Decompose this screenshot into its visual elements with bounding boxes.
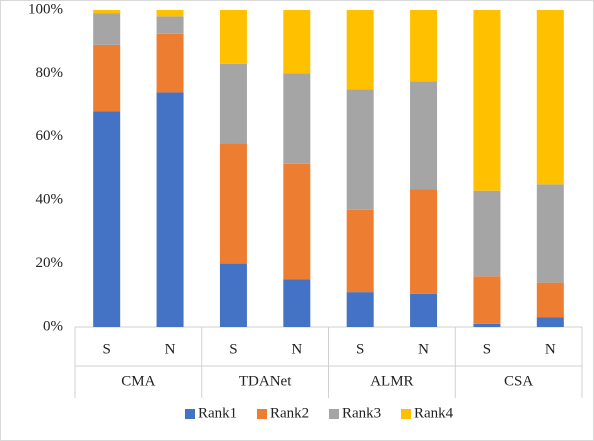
x-tick-label: N xyxy=(418,341,429,357)
bar-segment xyxy=(473,276,501,324)
bar-segment xyxy=(536,282,564,318)
bar-segment xyxy=(473,323,501,327)
bar-segment xyxy=(93,13,121,45)
bar-segment xyxy=(473,190,501,277)
legend-swatch xyxy=(185,409,195,419)
legend-swatch xyxy=(401,409,411,419)
bar-segment xyxy=(536,317,564,327)
bar-segment xyxy=(219,263,247,327)
group-label: CSA xyxy=(504,373,533,389)
legend-label: Rank2 xyxy=(270,405,309,421)
bar-segment xyxy=(93,10,121,14)
x-tick-label: S xyxy=(103,341,111,357)
bar-segment xyxy=(93,111,121,327)
y-tick-label: 60% xyxy=(36,128,64,144)
bar-segment xyxy=(219,10,247,64)
bar-segment xyxy=(156,92,184,327)
x-tick-label: S xyxy=(229,341,237,357)
y-tick-label: 100% xyxy=(28,1,63,17)
bar-segment xyxy=(156,10,184,17)
bar-segment xyxy=(346,89,374,210)
legend-label: Rank1 xyxy=(198,405,237,421)
bar-segment xyxy=(283,73,311,164)
bar-segment xyxy=(410,293,438,327)
bar-segment xyxy=(346,10,374,90)
bar-segment xyxy=(410,10,438,82)
bar-segment xyxy=(536,10,564,185)
bar-segment xyxy=(283,279,311,327)
bar-segment xyxy=(346,209,374,293)
bar-segment xyxy=(156,33,184,93)
bar-segment xyxy=(410,81,438,190)
bar-segment xyxy=(536,184,564,283)
legend-label: Rank3 xyxy=(342,405,381,421)
group-label: ALMR xyxy=(370,373,413,389)
y-tick-label: 0% xyxy=(43,318,63,334)
group-label: TDANet xyxy=(239,373,292,389)
bar-segment xyxy=(410,189,438,294)
y-tick-label: 80% xyxy=(36,65,64,81)
x-tick-label: S xyxy=(356,341,364,357)
x-tick-label: S xyxy=(483,341,491,357)
bar-segment xyxy=(219,63,247,144)
bar-segment xyxy=(219,143,247,264)
bar-segment xyxy=(283,10,311,74)
y-tick-label: 40% xyxy=(36,192,64,208)
bar-segment xyxy=(473,10,501,191)
legend-swatch xyxy=(257,409,267,419)
bar-segment xyxy=(346,292,374,327)
legend-swatch xyxy=(329,409,339,419)
legend-label: Rank4 xyxy=(414,405,454,421)
group-label: CMA xyxy=(121,373,155,389)
y-tick-label: 20% xyxy=(36,255,64,271)
bar-segment xyxy=(283,163,311,280)
x-tick-label: N xyxy=(165,341,176,357)
bar-segment xyxy=(156,16,184,34)
bar-segment xyxy=(93,44,121,112)
x-tick-label: N xyxy=(545,341,556,357)
x-tick-label: N xyxy=(291,341,302,357)
